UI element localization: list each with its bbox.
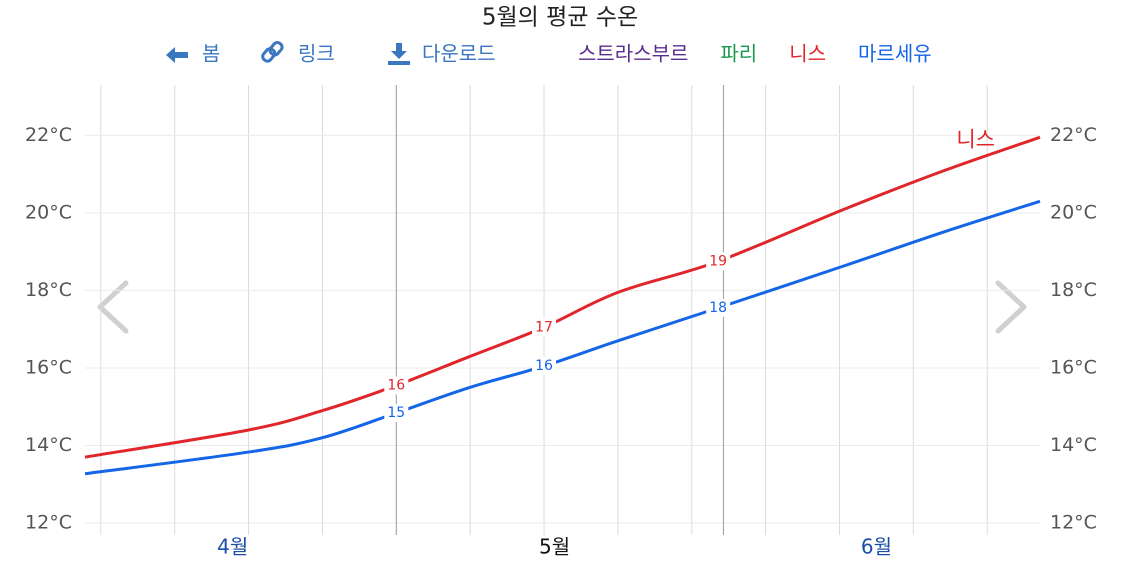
toolbar-button[interactable]: 봄 xyxy=(202,42,220,66)
y2-tick-label: 14°C xyxy=(1050,434,1097,456)
toolbar: 봄 링크 다운로드 xyxy=(166,40,496,66)
data-label: 15 xyxy=(387,405,405,421)
x-tick-label[interactable]: 4월 xyxy=(217,535,248,559)
link-icon[interactable] xyxy=(261,40,284,63)
toolbar-button[interactable]: 링크 xyxy=(298,42,335,66)
label-bg xyxy=(384,403,409,422)
data-label: 17 xyxy=(535,319,553,335)
label-bg xyxy=(706,298,731,317)
y-tick-label: 18°C xyxy=(25,279,72,301)
y2-tick-label: 18°C xyxy=(1050,279,1097,301)
y-tick-label: 16°C xyxy=(25,356,72,378)
toolbar-button[interactable]: 다운로드 xyxy=(422,42,496,66)
legend-entry[interactable]: 마르세유 xyxy=(858,42,932,66)
y2-tick-label: 22°C xyxy=(1050,124,1097,146)
nav-next[interactable] xyxy=(995,280,1027,334)
x-tick-label: 5월 xyxy=(539,535,570,559)
label-bg xyxy=(532,357,557,376)
data-label: 19 xyxy=(709,253,727,269)
y-tick-label: 20°C xyxy=(25,201,72,223)
label-bg xyxy=(706,252,731,271)
x-tick-label[interactable]: 6월 xyxy=(861,535,892,559)
y-tick-label: 14°C xyxy=(25,434,72,456)
download-icon[interactable] xyxy=(388,43,410,65)
label-bg xyxy=(384,376,409,395)
legend-entry[interactable]: 파리 xyxy=(720,42,757,66)
series-end-label: 니스 xyxy=(956,127,995,151)
y2-tick-label: 12°C xyxy=(1050,512,1097,534)
chart-title: 5월의 평균 수온 xyxy=(482,5,638,31)
data-label: 18 xyxy=(709,300,727,316)
data-label: 16 xyxy=(535,358,553,374)
y-tick-label: 12°C xyxy=(25,512,72,534)
legend-entry[interactable]: 스트라스부르 xyxy=(578,42,688,66)
data-label: 16 xyxy=(387,377,405,393)
y2-tick-label: 20°C xyxy=(1050,201,1097,223)
nav-prev[interactable] xyxy=(97,280,129,334)
line xyxy=(84,135,1041,459)
y2-tick-label: 16°C xyxy=(1050,356,1097,378)
legend-entry[interactable]: 니스 xyxy=(789,42,826,66)
y-tick-label: 22°C xyxy=(25,124,72,146)
label-bg xyxy=(532,318,557,337)
back-icon[interactable] xyxy=(166,47,188,63)
